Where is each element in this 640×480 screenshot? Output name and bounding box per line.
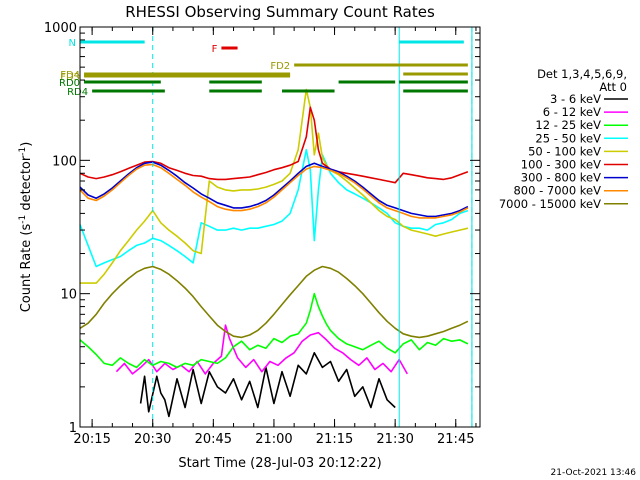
legend-entry-label: 100 - 300 keV (521, 158, 601, 172)
series-line (79, 265, 469, 339)
axis-ticks: 20:15 20:30 20:45 21:00 21:15 21:30 21:45 1 10 10… (44, 21, 480, 447)
status-bar-label: FD4 (60, 70, 80, 81)
legend-entry-label: 25 - 50 keV (535, 131, 601, 145)
x-tick-label: 21:45 (437, 432, 474, 447)
status-bar-label: F (212, 44, 218, 55)
chart-title: RHESSI Observing Summary Count Rates (125, 3, 435, 21)
y-label-part: ) (19, 142, 34, 147)
x-tick-label: 20:15 (73, 432, 110, 447)
plot-frame (79, 26, 481, 428)
y-label-part: Count Rate (s (19, 224, 34, 313)
legend-entry-label: 50 - 100 keV (528, 144, 601, 158)
footer-timestamp: 21-Oct-2021 13:46 (551, 468, 637, 478)
legend-header: Det 1,3,4,5,6,9, (537, 67, 627, 81)
series-line (115, 324, 408, 375)
series-layer (79, 88, 469, 418)
x-axis-label: Start Time (28-Jul-03 20:12:22) (178, 456, 381, 471)
legend-entry-label: 12 - 25 keV (535, 118, 601, 132)
y-axis-label: Count Rate (s-1 detector-1) (18, 142, 34, 313)
y-tick-label: 100 (52, 154, 77, 169)
series-line (139, 352, 396, 418)
status-bar-label: RD4 (67, 87, 88, 98)
y-tick-label: 10 (60, 288, 77, 303)
y-tick-label: 1 (69, 421, 77, 436)
y-label-exp: -1 (18, 215, 28, 224)
status-bar-label: FD3 (60, 72, 80, 83)
status-bar-label: N (69, 38, 76, 49)
series-line (79, 292, 469, 369)
x-tick-label: 21:00 (255, 432, 292, 447)
series-line (79, 106, 469, 184)
y-tick-label: 1000 (44, 21, 77, 36)
x-tick-label: 20:30 (134, 432, 171, 447)
status-bar-label: FD2 (270, 61, 290, 72)
series-line (80, 88, 469, 284)
x-tick-label: 20:45 (195, 432, 232, 447)
series-line (79, 163, 469, 219)
series-line (79, 161, 469, 218)
legend-entry-label: 3 - 6 keV (550, 92, 601, 106)
legend-header: Att 0 (599, 80, 627, 94)
y-label-part: detector (19, 155, 34, 215)
x-tick-label: 21:30 (376, 432, 413, 447)
y-label-exp: -1 (18, 147, 28, 156)
legend-entry-label: 300 - 800 keV (521, 171, 601, 185)
legend-entry-label: 800 - 7000 keV (513, 184, 601, 198)
status-bar-label: RD0 (59, 78, 80, 89)
x-tick-label: 21:15 (316, 432, 353, 447)
legend-entry-label: 6 - 12 keV (543, 105, 601, 119)
legend-entry-label: 7000 - 15000 keV (499, 197, 601, 211)
